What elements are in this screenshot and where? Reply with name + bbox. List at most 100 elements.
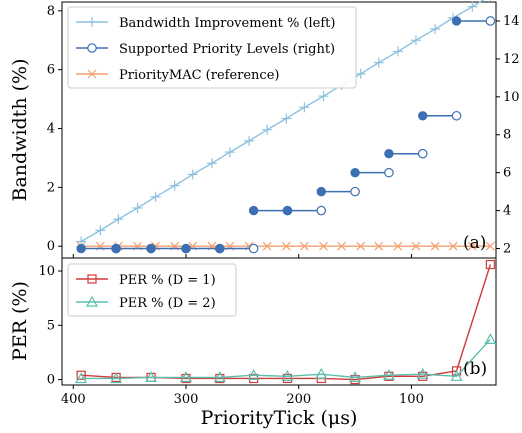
- priority-level-start-point: [76, 243, 86, 254]
- y2-tick-label: 14: [503, 14, 520, 29]
- legend-label: PER % (D = 2): [119, 296, 216, 311]
- y-tick-label: 4: [47, 122, 55, 137]
- reference-point: [430, 241, 440, 251]
- per-y-axis-label: PER (%): [9, 281, 31, 361]
- legend-label: Bandwidth Improvement % (left): [119, 16, 335, 31]
- per-d2-point: [213, 371, 226, 383]
- x-axis-label: PriorityTick (μs): [201, 407, 358, 429]
- y2-tick-label: 12: [503, 52, 520, 67]
- priority-level-start-point: [384, 149, 394, 159]
- per-y-ticks: 0 5 10: [38, 264, 62, 388]
- legend-marker: [87, 17, 97, 27]
- bandwidth-improvement-point: [373, 57, 384, 68]
- bandwidth-improvement-point: [224, 147, 235, 158]
- per-d2-point: [315, 367, 328, 379]
- x-tick-label: 400: [61, 392, 86, 407]
- y-tick-label: 0: [47, 239, 55, 254]
- bandwidth-improvement-point: [355, 68, 366, 79]
- priority-level-end-point: [485, 16, 496, 26]
- y-tick-label: 5: [47, 318, 55, 333]
- legend-label: PER % (D = 1): [119, 273, 216, 288]
- bandwidth-improvement-point: [318, 91, 329, 102]
- per-d2-line: [81, 338, 491, 380]
- per-legend: PER % (D = 1) PER % (D = 2): [67, 263, 237, 317]
- per-d2-point: [75, 372, 88, 384]
- panel-tag-b: (b): [463, 359, 487, 379]
- per-d2-point: [179, 371, 193, 383]
- priority-level-start-point: [146, 243, 156, 254]
- per-d2-point: [450, 370, 463, 381]
- reference-point: [356, 241, 366, 251]
- per-d2-point: [145, 371, 158, 383]
- reference-point: [411, 241, 421, 251]
- priority-level-start-point: [451, 16, 462, 26]
- per-d2-point: [382, 368, 395, 380]
- y2-tick-label: 6: [503, 166, 511, 181]
- bandwidth-improvement-point: [299, 102, 310, 113]
- bandwidth-improvement-point: [262, 124, 273, 135]
- x-tick-label: 200: [286, 392, 311, 407]
- panel-tag-a: (a): [463, 233, 486, 253]
- priority-level-start-point: [418, 111, 428, 121]
- y-tick-label: 8: [47, 4, 55, 19]
- bandwidth-legend-box: [67, 6, 357, 89]
- y2-tick-label: 2: [503, 242, 511, 257]
- x-tick-label: 100: [399, 392, 424, 407]
- legend-label: Supported Priority Levels (right): [119, 42, 335, 57]
- per-d2-point: [349, 371, 362, 383]
- bandwidth-y-axis-label: Bandwidth (%): [9, 59, 31, 202]
- y2-tick-label: 10: [503, 90, 520, 105]
- priority-level-end-point: [451, 110, 462, 121]
- legend-marker: [87, 274, 97, 284]
- bandwidth-improvement-point: [132, 202, 143, 213]
- bandwidth-legend: Bandwidth Improvement % (left) Supported …: [67, 6, 357, 89]
- legend-marker: [85, 295, 99, 307]
- y2-tick-label: 8: [503, 128, 511, 143]
- bandwidth-improvement-point: [244, 135, 255, 146]
- bandwidth-improvement-point: [489, 0, 491, 1]
- bandwidth-improvement-point: [150, 191, 161, 202]
- priority-level-end-point: [384, 167, 394, 178]
- reference-point: [374, 241, 384, 251]
- bandwidth-series: [76, 0, 496, 254]
- reference-point: [262, 241, 272, 251]
- priority-level-end-point: [316, 205, 327, 216]
- reference-point: [393, 241, 403, 251]
- bandwidth-improvement-point: [206, 158, 217, 169]
- y-tick-label: 0: [47, 373, 55, 388]
- per-d2-point: [484, 333, 497, 345]
- legend-marker: [87, 43, 97, 53]
- legend-label: PriorityMAC (reference): [119, 68, 279, 83]
- priority-level-start-point: [316, 186, 326, 197]
- x-tick-label: 300: [174, 392, 199, 407]
- priority-levels-y2-ticks: 2 4 6 8 10 12 14: [496, 14, 520, 257]
- reference-point: [319, 241, 328, 251]
- bandwidth-y-ticks: 0 2 4 6 8: [47, 4, 412, 258]
- y-tick-label: 2: [47, 180, 55, 195]
- per-d2-point: [281, 370, 294, 381]
- per-d1-point: [451, 366, 462, 376]
- priority-level-start-point: [350, 167, 360, 178]
- per-d1-point: [485, 259, 495, 270]
- priority-level-start-point: [215, 243, 225, 254]
- priority-level-start-point: [181, 243, 191, 254]
- bandwidth-improvement-point: [169, 180, 180, 191]
- per-d1-point: [76, 370, 86, 380]
- reference-point: [448, 241, 458, 251]
- per-d2-point: [110, 372, 123, 384]
- priority-level-end-point: [417, 148, 428, 159]
- bandwidth-improvement-point: [430, 24, 441, 35]
- legend-marker: [87, 69, 97, 79]
- priority-level-start-point: [111, 243, 121, 254]
- y-tick-label: 10: [38, 264, 55, 279]
- per-plot-frame: [61, 257, 497, 386]
- y2-tick-label: 4: [503, 204, 511, 219]
- bandwidth-panel: 0 2 4 6 8 2 4 6 8 10 12 14 Bandwidth Improvement %…: [9, 0, 520, 259]
- bandwidth-improvement-point: [392, 46, 403, 57]
- priority-level-end-point: [248, 243, 259, 254]
- per-legend-box: [67, 263, 237, 317]
- bandwidth-improvement-point: [467, 1, 478, 12]
- y-tick-label: 6: [47, 63, 55, 78]
